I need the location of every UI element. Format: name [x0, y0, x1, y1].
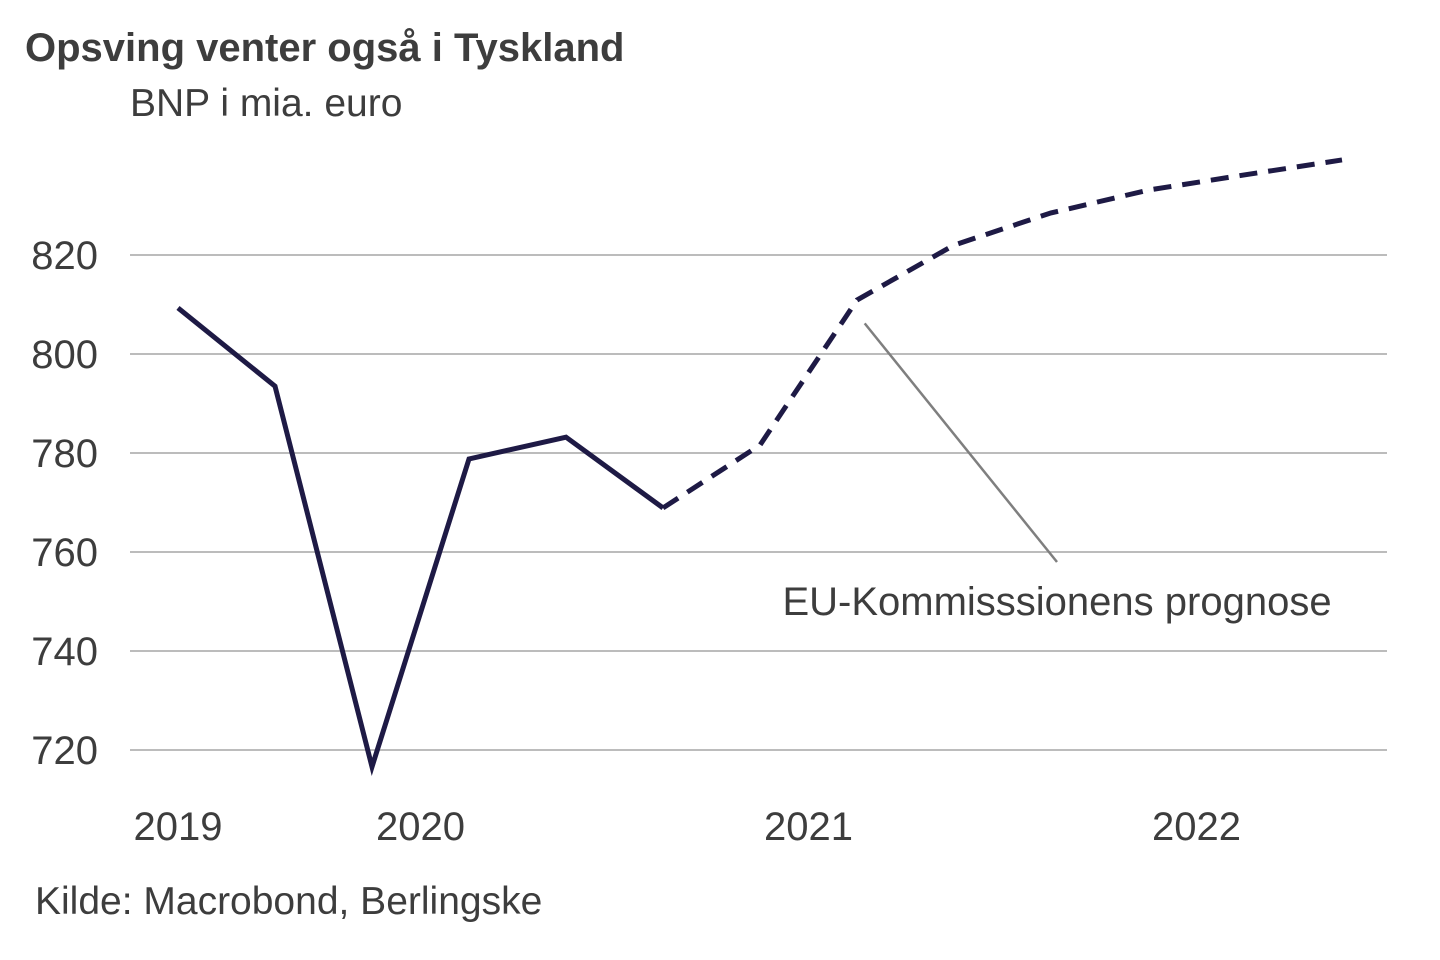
y-tick-label: 740 [31, 630, 98, 674]
x-tick-label: 2020 [376, 805, 465, 849]
x-tick-label: 2022 [1152, 805, 1241, 849]
chart-subtitle: BNP i mia. euro [130, 82, 403, 125]
y-tick-label: 720 [31, 729, 98, 773]
annotation-leader-line [863, 322, 1058, 563]
y-tick-label: 760 [31, 531, 98, 575]
annotation-label: EU-Kommisssionens prognose [782, 580, 1331, 624]
chart-title: Opsving venter også i Tyskland [25, 26, 625, 70]
x-tick-label: 2021 [764, 805, 853, 849]
y-tick-label: 800 [31, 333, 98, 377]
forecast-line [661, 157, 1343, 511]
actual-line [176, 306, 665, 776]
y-tick-label: 780 [31, 432, 98, 476]
x-tick-label: 2019 [134, 805, 223, 849]
y-tick-label: 820 [31, 234, 98, 278]
source-note: Kilde: Macrobond, Berlingske [35, 880, 543, 923]
